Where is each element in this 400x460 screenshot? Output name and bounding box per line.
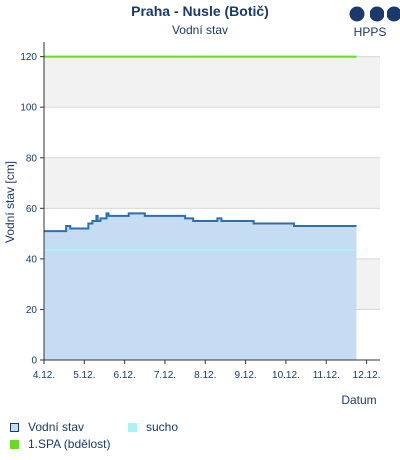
x-tick-label: 10.12. [272,370,300,381]
y-tick-label: 0 [31,356,37,367]
water-level-area [44,213,357,360]
legend-label-spa: 1.SPA (bdělost) [28,437,111,451]
y-tick-label: 120 [20,52,37,63]
legend-item-sucho: sucho [128,420,178,434]
axes [40,42,380,364]
y-tick-labels: 0 20 40 60 80 100 120 [20,52,37,366]
y-axis-label: Vodní stav [cm] [3,161,17,243]
chart-title: Praha - Nusle (Botič) [131,3,269,19]
grid-band [44,56,380,108]
x-tick-label: 7.12. [154,370,176,381]
hpps-logo: HPPS [349,5,400,39]
x-tick-label: 6.12. [114,370,136,381]
legend-label-vodni-stav: Vodní stav [28,420,85,434]
legend-swatch-spa [10,439,19,449]
legend-label-sucho: sucho [146,420,179,434]
y-tick-label: 100 [20,103,37,114]
x-tick-labels: 4.12. 5.12. 6.12. 7.12. 8.12. 9.12. 10.12. 11.1… [33,370,381,381]
grid-band [44,157,380,209]
y-tick-label: 80 [26,153,38,164]
brand-text: HPPS [354,25,387,39]
legend: Vodní stav sucho 1.SPA (bdělost) [10,420,390,456]
legend-item-spa: 1.SPA (bdělost) [10,437,111,451]
y-tick-label: 40 [26,254,38,265]
legend-swatch-vodni-stav [10,422,19,432]
legend-swatch-sucho [128,422,137,432]
series-layer [44,55,357,360]
chart-subtitle: Vodní stav [172,23,228,37]
x-tick-label: 5.12. [73,370,95,381]
x-tick-label: 12.12. [353,370,381,381]
y-tick-label: 20 [26,305,38,316]
water-level-line [44,212,357,233]
legend-item-vodni-stav: Vodní stav [10,420,84,434]
x-tick-label: 11.12. [313,370,340,381]
x-tick-label: 4.12. [33,370,55,381]
x-tick-label: 8.12. [194,370,216,381]
y-tick-label: 60 [26,204,38,215]
x-tick-label: 9.12. [234,370,256,381]
x-axis-label: Datum [341,393,376,407]
